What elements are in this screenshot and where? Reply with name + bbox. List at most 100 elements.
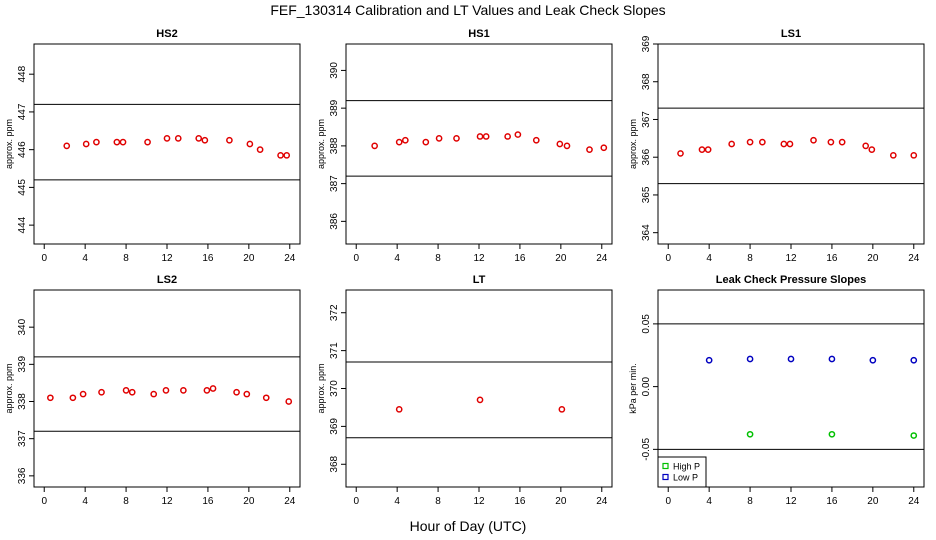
data-point bbox=[838, 138, 846, 146]
y-tick-label: 445 bbox=[17, 179, 28, 196]
x-tick-label: 16 bbox=[826, 496, 838, 507]
y-tick-label: 368 bbox=[329, 455, 340, 472]
data-point bbox=[476, 396, 484, 404]
data-point bbox=[558, 405, 566, 413]
y-axis-label: kPa per min. bbox=[628, 363, 638, 414]
data-point bbox=[563, 142, 571, 150]
x-tick-label: 12 bbox=[161, 496, 173, 507]
x-tick-label: 24 bbox=[596, 253, 608, 264]
data-point bbox=[828, 430, 836, 438]
data-point bbox=[69, 394, 77, 402]
x-tick-label: 0 bbox=[41, 253, 47, 264]
y-tick-label: 389 bbox=[329, 99, 340, 116]
data-point bbox=[600, 144, 608, 152]
data-point bbox=[93, 138, 100, 146]
x-tick-label: 4 bbox=[394, 496, 400, 507]
panel-title: LS2 bbox=[157, 274, 177, 286]
y-tick-label: 365 bbox=[641, 186, 652, 203]
x-tick-label: 4 bbox=[706, 496, 712, 507]
y-axis-label: approx. ppm bbox=[4, 363, 14, 413]
data-point bbox=[395, 138, 403, 146]
x-tick-label: 4 bbox=[706, 253, 712, 264]
x-tick-label: 20 bbox=[867, 496, 879, 507]
data-point bbox=[174, 134, 182, 142]
x-tick-label: 20 bbox=[867, 253, 879, 264]
y-tick-label: 369 bbox=[329, 418, 340, 435]
data-point bbox=[759, 138, 766, 146]
y-tick-label: 339 bbox=[17, 356, 28, 373]
data-point bbox=[246, 140, 254, 148]
data-point bbox=[119, 138, 127, 146]
x-tick-label: 4 bbox=[82, 496, 88, 507]
data-point bbox=[889, 151, 897, 159]
data-point bbox=[698, 146, 706, 154]
y-tick-label: 390 bbox=[329, 62, 340, 79]
y-tick-label: 446 bbox=[17, 141, 28, 158]
panel-title: Leak Check Pressure Slopes bbox=[716, 274, 866, 286]
legend-marker bbox=[662, 473, 669, 481]
plot-frame bbox=[657, 43, 925, 245]
x-tick-label: 20 bbox=[555, 253, 567, 264]
data-point bbox=[63, 142, 71, 150]
data-point bbox=[209, 385, 217, 392]
panel-6: Leak Check Pressure Slopes 0 4 8 12 16 20 24 -0.… bbox=[628, 274, 925, 507]
x-tick-label: 12 bbox=[473, 253, 485, 264]
legend-label: Low P bbox=[673, 473, 698, 483]
y-tick-label: 337 bbox=[17, 430, 28, 447]
y-tick-label: 448 bbox=[17, 65, 28, 82]
data-point bbox=[162, 387, 170, 394]
y-axis-label: approx. ppm bbox=[316, 119, 326, 169]
x-tick-label: 24 bbox=[596, 496, 608, 507]
y-tick-label: 369 bbox=[641, 35, 652, 52]
data-point bbox=[122, 387, 130, 394]
y-axis-label: approx. ppm bbox=[316, 363, 326, 413]
panel-5: LT 0 4 8 12 16 20 24 368 369 370 371 372 approx. ppm bbox=[316, 274, 613, 507]
y-tick-label: 444 bbox=[17, 216, 28, 233]
data-point bbox=[862, 142, 870, 150]
y-tick-label: 0.05 bbox=[641, 314, 652, 334]
y-tick-label: 364 bbox=[641, 224, 652, 241]
data-point bbox=[586, 146, 593, 154]
x-axis-label: Hour of Day (UTC) bbox=[409, 518, 527, 534]
panel-2: HS1 0 4 8 12 16 20 24 386 387 388 389 390 approx. ppm bbox=[316, 28, 613, 264]
y-tick-label: 0.00 bbox=[641, 376, 652, 396]
x-tick-label: 16 bbox=[202, 496, 214, 507]
data-point bbox=[283, 151, 291, 159]
data-point bbox=[482, 133, 490, 140]
data-point bbox=[203, 387, 211, 394]
data-point bbox=[277, 151, 284, 159]
data-point bbox=[453, 134, 460, 142]
x-tick-label: 20 bbox=[243, 496, 255, 507]
legend-box bbox=[657, 456, 707, 488]
y-tick-label: 340 bbox=[17, 318, 28, 335]
data-point bbox=[746, 138, 754, 146]
x-tick-label: 16 bbox=[826, 253, 838, 264]
y-tick-label: 371 bbox=[329, 342, 340, 359]
data-point bbox=[704, 146, 712, 154]
data-point bbox=[243, 390, 251, 398]
y-tick-label: 368 bbox=[641, 73, 652, 90]
data-point bbox=[226, 136, 233, 144]
y-tick-label: 370 bbox=[329, 380, 340, 397]
data-point bbox=[435, 134, 443, 142]
data-point bbox=[910, 151, 918, 159]
data-point bbox=[746, 355, 754, 363]
data-point bbox=[113, 138, 121, 146]
x-tick-label: 16 bbox=[514, 253, 526, 264]
y-tick-label: 386 bbox=[329, 213, 340, 230]
data-point bbox=[746, 430, 754, 438]
data-point bbox=[728, 140, 736, 148]
y-tick-label: 387 bbox=[329, 175, 340, 192]
figure-title: FEF_130314 Calibration and LT Values and… bbox=[270, 2, 666, 18]
x-tick-label: 20 bbox=[243, 253, 255, 264]
y-tick-label: 338 bbox=[17, 393, 28, 410]
data-point bbox=[180, 387, 187, 394]
data-point bbox=[262, 394, 270, 402]
data-point bbox=[233, 388, 240, 396]
y-axis-label: approx. ppm bbox=[4, 119, 14, 169]
data-point bbox=[195, 134, 203, 142]
data-point bbox=[476, 133, 484, 140]
data-point bbox=[556, 140, 564, 148]
panel-title: LT bbox=[473, 274, 486, 286]
